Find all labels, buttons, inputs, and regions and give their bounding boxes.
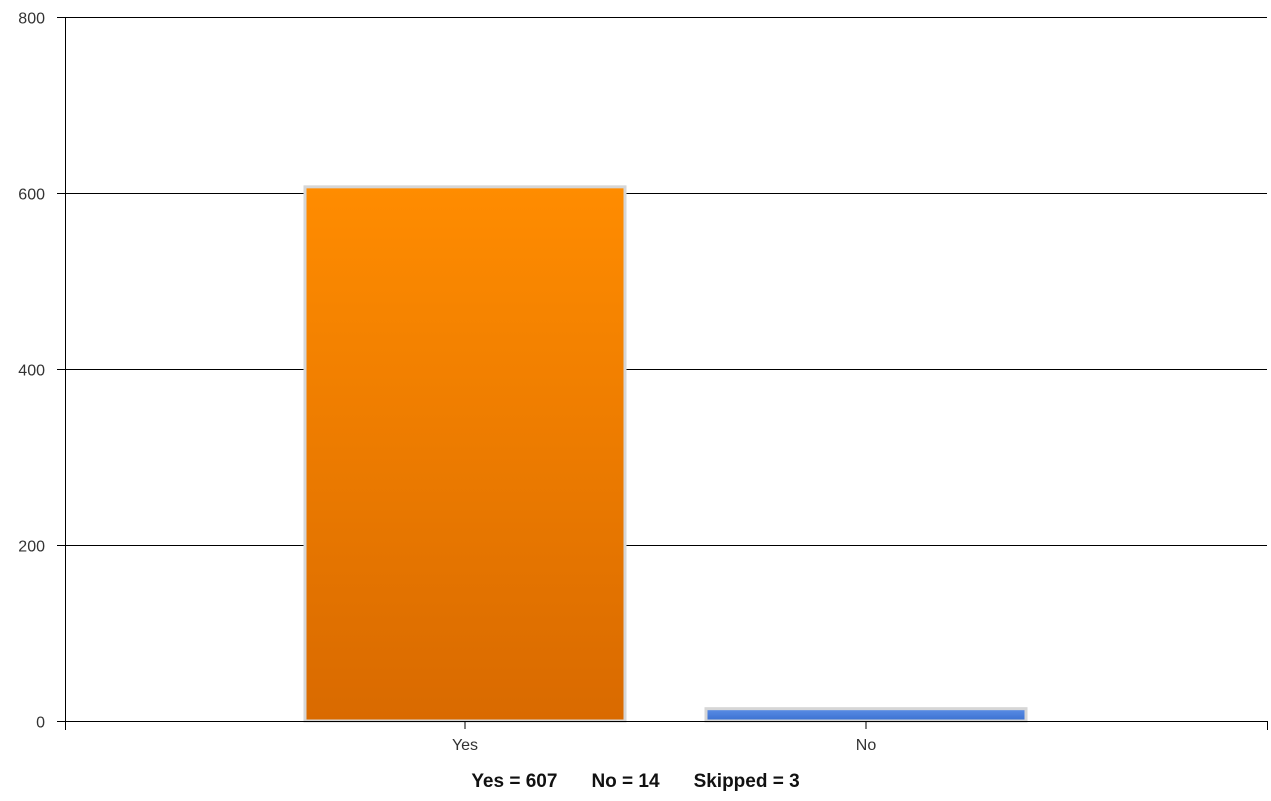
y-tick-label-600: 600 xyxy=(18,187,45,204)
axes xyxy=(57,17,1268,730)
y-tick-label-800: 800 xyxy=(18,11,45,28)
summary-skipped: Skipped = 3 xyxy=(693,771,800,792)
summary-yes: Yes = 607 xyxy=(471,771,558,792)
bars xyxy=(303,185,1028,723)
x-tick-label-yes: Yes xyxy=(452,737,478,754)
y-tick-label-0: 0 xyxy=(36,715,45,732)
tick-labels: 0 200 400 600 800 Yes No xyxy=(18,11,876,755)
y-tick-label-400: 400 xyxy=(18,363,45,380)
x-tick-label-no: No xyxy=(856,737,877,754)
summary-no: No = 14 xyxy=(591,771,660,792)
gridlines xyxy=(65,17,1267,546)
bar-no xyxy=(704,707,1028,723)
y-tick-label-200: 200 xyxy=(18,539,45,556)
response-summary: Yes = 607 No = 14 Skipped = 3 xyxy=(0,771,1271,793)
bar-yes xyxy=(303,185,627,723)
